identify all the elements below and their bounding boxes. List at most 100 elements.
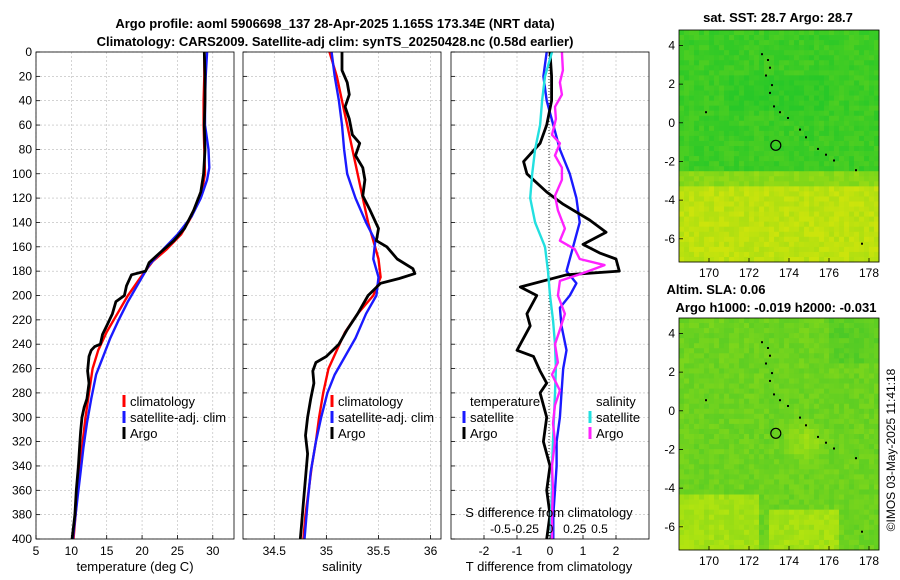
map-cell xyxy=(819,161,825,167)
map-cell xyxy=(774,423,780,430)
map-cell xyxy=(839,50,845,56)
map-cell xyxy=(699,318,705,324)
map-cell xyxy=(809,181,815,187)
map-cell xyxy=(799,40,805,46)
map-cell xyxy=(809,408,815,415)
map-cell xyxy=(814,434,820,440)
map-cell xyxy=(784,423,790,430)
map-cell xyxy=(769,529,775,536)
map-cell xyxy=(679,231,685,238)
map-cell xyxy=(849,115,855,122)
map-cell xyxy=(779,348,785,354)
map-cell xyxy=(864,378,870,384)
map-cell xyxy=(814,166,820,172)
map-cell xyxy=(744,418,750,425)
map-cell xyxy=(779,439,785,445)
map-cell xyxy=(714,439,720,445)
map-cell xyxy=(684,95,690,102)
map-cell xyxy=(754,171,760,177)
map-cell xyxy=(734,333,740,339)
map-cell xyxy=(734,403,740,410)
map-cell xyxy=(819,50,825,56)
map-cell xyxy=(759,479,765,485)
map-cell xyxy=(824,373,830,379)
map-cell xyxy=(779,196,785,202)
map-cell xyxy=(794,439,800,445)
map-cell xyxy=(699,35,705,41)
map-cell xyxy=(729,115,735,122)
map-cell xyxy=(719,241,725,248)
map-cell xyxy=(784,403,790,410)
map-cell xyxy=(794,539,800,546)
map-cell xyxy=(799,428,805,435)
salinity-xlabel: salinity xyxy=(322,559,362,574)
map-cell xyxy=(874,474,880,480)
map-cell xyxy=(864,201,870,207)
map-cell xyxy=(694,464,700,470)
map-cell xyxy=(804,529,810,536)
map-cell xyxy=(724,544,730,551)
map-cell xyxy=(709,368,715,374)
map-cell xyxy=(824,105,830,112)
map-cell xyxy=(744,151,750,157)
map-cell xyxy=(679,328,685,334)
map-cell xyxy=(699,216,705,223)
map-cell xyxy=(874,434,880,440)
map-cell xyxy=(724,110,730,117)
map-cell xyxy=(709,140,715,147)
map-cell xyxy=(709,479,715,485)
map-cell xyxy=(769,135,775,142)
map-cell xyxy=(759,524,765,531)
map-cell xyxy=(864,55,870,61)
map-cell xyxy=(854,383,860,390)
map-cell xyxy=(839,191,845,197)
map-cell xyxy=(799,378,805,384)
map-cell xyxy=(844,166,850,172)
map-cell xyxy=(739,449,745,455)
map-cell xyxy=(734,146,740,152)
map-cell xyxy=(734,469,740,475)
map-cell xyxy=(719,45,725,51)
map-cell xyxy=(819,423,825,430)
map-cell xyxy=(729,479,735,485)
map-cell xyxy=(679,196,685,202)
map-cell xyxy=(774,171,780,177)
map-cell xyxy=(769,55,775,61)
map-cell xyxy=(789,529,795,536)
map-cell xyxy=(764,519,770,526)
map-cell xyxy=(734,80,740,86)
map-cell xyxy=(689,373,695,379)
map-cell xyxy=(814,383,820,390)
map-cell xyxy=(729,509,735,516)
map-cell xyxy=(804,428,810,435)
map-cell xyxy=(839,439,845,445)
map-cell xyxy=(864,519,870,526)
map-cell xyxy=(864,135,870,142)
map-cell xyxy=(859,333,865,339)
map-cell xyxy=(779,418,785,425)
map-cell xyxy=(714,65,720,71)
map-cell xyxy=(729,130,735,137)
map-cell xyxy=(689,363,695,369)
map-cell xyxy=(699,120,705,127)
map-cell xyxy=(709,459,715,465)
map-cell xyxy=(794,519,800,526)
map-cell xyxy=(824,196,830,202)
map-cell xyxy=(804,494,810,500)
map-cell xyxy=(709,231,715,238)
map-cell xyxy=(839,231,845,238)
map-cell xyxy=(724,348,730,354)
map-cell xyxy=(729,100,735,107)
map-cell xyxy=(724,403,730,410)
map-cell xyxy=(869,95,875,102)
map-cell xyxy=(774,408,780,415)
map-cell xyxy=(699,428,705,435)
map-cell xyxy=(869,50,875,56)
map-cell xyxy=(829,55,835,61)
map-cell xyxy=(809,428,815,435)
map-cell xyxy=(749,408,755,415)
map-cell xyxy=(869,241,875,248)
map-cell xyxy=(849,388,855,395)
map-cell xyxy=(749,524,755,531)
map-cell xyxy=(719,479,725,485)
